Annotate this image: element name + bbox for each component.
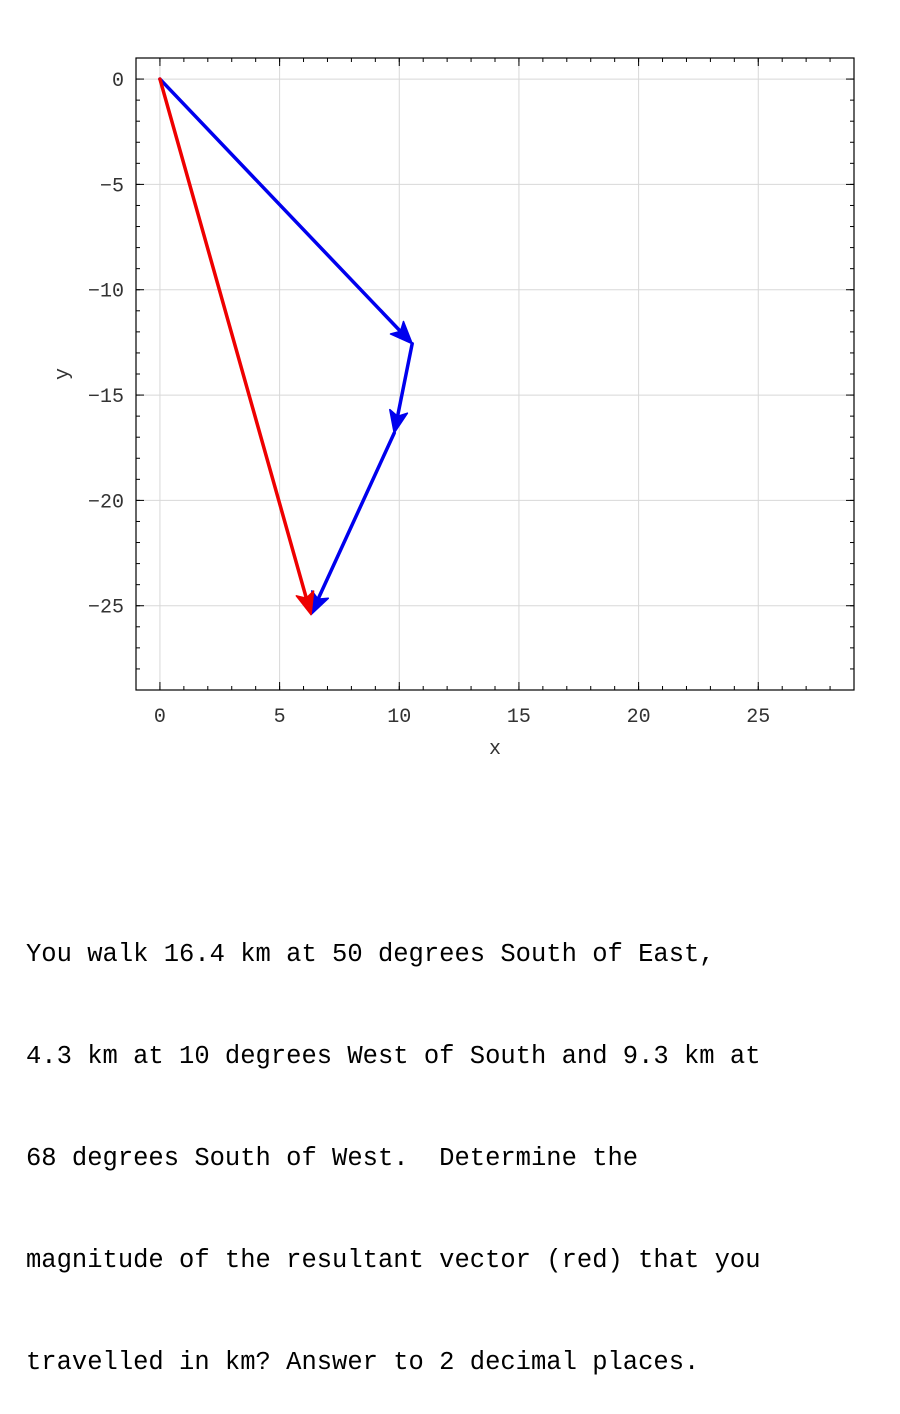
vector-3-shaft xyxy=(316,431,396,600)
vector-2-arrowhead xyxy=(389,408,409,434)
y-tick-labels: 0 −5 −10 −15 −20 −25 xyxy=(88,70,124,620)
vector-1-shaft xyxy=(158,77,402,333)
y-tick-label: −10 xyxy=(88,281,124,304)
x-tick-label: 25 xyxy=(746,706,770,729)
x-tick-label: 15 xyxy=(507,706,531,729)
question-line: travelled in km? Answer to 2 decimal pla… xyxy=(26,1348,700,1377)
question-line: 68 degrees South of West. Determine the xyxy=(26,1144,639,1173)
grid-lines xyxy=(136,58,854,690)
x-axis-label: x xyxy=(489,738,501,761)
x-tick-labels: 0 5 10 15 20 25 xyxy=(154,706,770,729)
y-tick-label: 0 xyxy=(112,70,124,93)
vector-4-arrowhead xyxy=(295,590,315,616)
x-tick-label: 5 xyxy=(274,706,286,729)
vectors xyxy=(158,77,414,616)
vector-1-arrowhead xyxy=(389,320,413,345)
question-line: magnitude of the resultant vector (red) … xyxy=(26,1246,761,1275)
y-axis-label: y xyxy=(52,368,75,380)
x-tick-label: 10 xyxy=(387,706,411,729)
x-tick-label: 20 xyxy=(627,706,651,729)
vector-2-shaft xyxy=(396,341,414,418)
y-tick-label: −15 xyxy=(88,386,124,409)
question-line: 4.3 km at 10 degrees West of South and 9… xyxy=(26,1042,761,1071)
y-tick-label: −20 xyxy=(88,491,124,514)
y-tick-label: −25 xyxy=(88,597,124,620)
major-ticks xyxy=(136,58,854,690)
vector-4-shaft xyxy=(158,77,308,600)
question-text: You walk 16.4 km at 50 degrees South of … xyxy=(26,870,886,1414)
vector-chart: 0 5 10 15 20 25 0 −5 −10 −15 −20 −25 x y xyxy=(52,57,855,761)
y-tick-label: −5 xyxy=(100,175,124,198)
plot-frame xyxy=(135,57,855,691)
x-tick-label: 0 xyxy=(154,706,166,729)
question-line: You walk 16.4 km at 50 degrees South of … xyxy=(26,940,715,969)
